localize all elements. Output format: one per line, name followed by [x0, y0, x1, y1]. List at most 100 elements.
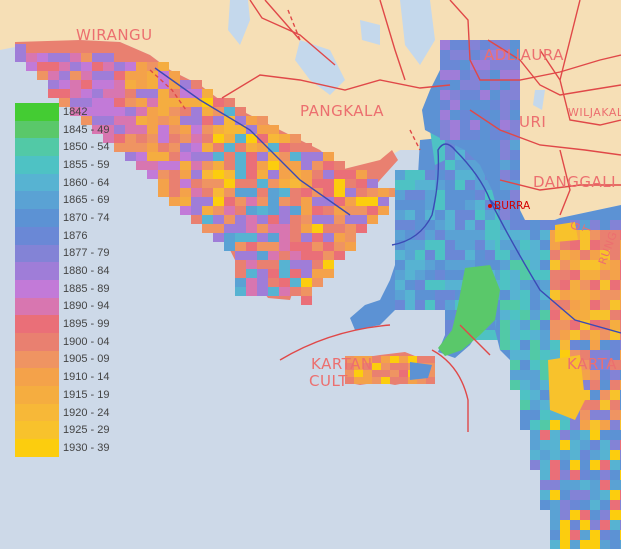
settlement-cell	[580, 460, 590, 470]
legend-swatch	[15, 279, 59, 298]
settlement-cell	[103, 71, 114, 80]
settlement-cell	[480, 90, 490, 100]
settlement-cell	[440, 60, 450, 70]
settlement-cell	[92, 98, 103, 107]
settlement-cell	[500, 140, 510, 150]
settlement-cell	[81, 71, 92, 80]
settlement-cell	[426, 356, 435, 363]
settlement-cell	[580, 500, 590, 510]
settlement-cell	[290, 188, 301, 197]
settlement-cell	[312, 224, 323, 233]
settlement-cell	[246, 287, 257, 296]
settlement-cell	[378, 188, 389, 197]
settlement-cell	[560, 290, 570, 300]
settlement-cell	[540, 340, 550, 350]
settlement-cell	[334, 224, 345, 233]
settlement-cell	[570, 320, 580, 330]
settlement-cell	[510, 210, 520, 220]
settlement-cell	[363, 363, 372, 370]
settlement-cell	[246, 206, 257, 215]
settlement-cell	[610, 470, 620, 480]
settlement-cell	[580, 330, 590, 340]
settlement-cell	[600, 450, 610, 460]
settlement-cell	[570, 430, 580, 440]
settlement-cell	[290, 215, 301, 224]
settlement-cell	[235, 161, 246, 170]
legend-item: 1905 - 09	[15, 350, 125, 369]
region-label-karta: KARTA	[567, 355, 617, 373]
settlement-cell	[560, 330, 570, 340]
settlement-cell	[445, 210, 455, 220]
settlement-cell	[301, 152, 312, 161]
settlement-cell	[610, 240, 620, 250]
settlement-cell	[405, 240, 415, 250]
settlement-cell	[610, 370, 620, 380]
settlement-cell	[610, 300, 620, 310]
settlement-cell	[334, 251, 345, 260]
settlement-cell	[356, 224, 367, 233]
settlement-cell	[235, 188, 246, 197]
mid-north-region	[422, 40, 621, 549]
settlement-cell	[257, 152, 268, 161]
settlement-cell	[290, 278, 301, 287]
settlement-cell	[48, 80, 59, 89]
settlement-cell	[399, 363, 408, 370]
settlement-cell	[570, 340, 580, 350]
settlement-cell	[213, 143, 224, 152]
settlement-cell	[600, 490, 610, 500]
settlement-cell	[520, 300, 530, 310]
settlement-cell	[114, 71, 125, 80]
legend-item: 1855 - 59	[15, 156, 125, 174]
settlement-cell	[560, 520, 570, 530]
settlement-cell	[490, 130, 500, 140]
settlement-cell	[372, 377, 381, 384]
settlement-cell	[389, 188, 400, 197]
settlement-cell	[26, 53, 37, 62]
settlement-cell	[470, 110, 480, 120]
settlement-cell	[301, 161, 312, 170]
settlement-cell	[520, 330, 530, 340]
settlement-cell	[560, 430, 570, 440]
settlement-cell	[510, 170, 520, 180]
settlement-cell	[235, 152, 246, 161]
legend-label: 1876	[63, 229, 88, 242]
settlement-cell	[425, 300, 435, 310]
settlement-cell	[560, 510, 570, 520]
settlement-cell	[323, 161, 334, 170]
settlement-cell	[405, 300, 415, 310]
settlement-cell	[510, 90, 520, 100]
settlement-cell	[345, 233, 356, 242]
settlement-cell	[435, 180, 445, 190]
settlement-cell	[415, 300, 425, 310]
settlement-cell	[510, 300, 520, 310]
settlement-cell	[510, 40, 520, 50]
legend-swatch	[15, 297, 59, 316]
settlement-cell	[530, 410, 540, 420]
burra-marker[interactable]	[488, 204, 492, 208]
settlement-cell	[405, 230, 415, 240]
settlement-cell	[470, 100, 480, 110]
yellow-patch	[555, 222, 578, 242]
settlement-cell	[59, 80, 70, 89]
settlement-cell	[395, 180, 405, 190]
settlement-cell	[147, 161, 158, 170]
settlement-cell	[395, 170, 405, 180]
settlement-cell	[600, 270, 610, 280]
settlement-cell	[246, 242, 257, 251]
settlement-cell	[580, 420, 590, 430]
settlement-cell	[580, 490, 590, 500]
settlement-cell	[312, 251, 323, 260]
settlement-cell	[600, 230, 610, 240]
settlement-cell	[202, 116, 213, 125]
settlement-cell	[550, 490, 560, 500]
settlement-cell	[610, 230, 620, 240]
settlement-cell	[425, 170, 435, 180]
settlement-cell	[213, 125, 224, 134]
settlement-cell	[500, 60, 510, 70]
settlement-cell	[279, 179, 290, 188]
settlement-cell	[399, 377, 408, 384]
settlement-cell	[290, 242, 301, 251]
settlement-cell	[417, 377, 426, 384]
